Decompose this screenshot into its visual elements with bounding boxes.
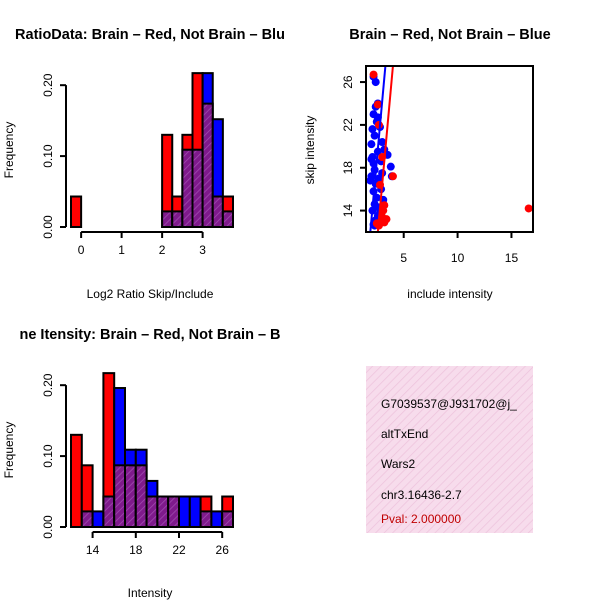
y-tick-label: 0.00 [41,515,55,539]
scatter-x-axis: 5 10 15 [400,232,518,265]
y-tick-label: 26 [341,75,355,89]
histogram-bar [91,510,105,528]
histogram-bar-overlap [156,495,170,529]
red-fit-line [376,66,394,232]
scatter-x-label: include intensity [407,287,492,301]
histogram-bar-overlap [113,464,126,528]
x-tick-label: 26 [216,543,230,557]
ratio-histogram-bars [70,72,234,229]
histogram-bar-overlap [221,210,234,228]
blue-data-point [370,131,379,140]
y-tick-label: 14 [341,204,355,218]
ratio-histogram-title: RatioData: Brain – Red, Not Brain – Blu [15,27,285,43]
info-panel: G7039537@J931702@j_ altTxEnd Wars2 chr3.… [366,366,533,533]
histogram-bar [188,495,202,529]
histogram-bar-overlap [145,495,159,529]
ratio-histogram-x-axis: 0 1 2 3 [78,231,206,257]
x-tick-label: 15 [505,251,519,265]
intensity-histogram: ne Itensity: Brain – Red, Not Brain – B … [2,327,281,600]
y-tick-label: 18 [341,161,355,175]
intensity-histogram-x-label: Intensity [128,586,173,600]
intensity-histogram-bars [70,372,234,529]
intensity-histogram-x-axis: 14 18 22 26 [86,531,230,557]
histogram-bar-overlap [80,510,94,528]
x-tick-label: 18 [129,543,143,557]
histogram-bar-overlap [201,102,214,228]
x-tick-label: 0 [78,243,85,257]
red-data-point [388,172,397,181]
histogram-bar-overlap [171,210,184,228]
histogram-bar-overlap [181,148,194,228]
blue-data-point [386,162,395,171]
y-tick-label: 0.10 [41,444,55,468]
blue-data-point [372,193,381,202]
info-gene-name: Wars2 [381,457,416,471]
histogram-bar-overlap [191,148,204,228]
blue-data-point [367,155,376,164]
y-tick-label: 22 [341,118,355,132]
intensity-scatter: Brain – Red, Not Brain – Blue 5 10 15 14 18… [303,27,551,301]
blue-data-point [367,140,376,149]
x-tick-label: 3 [199,243,206,257]
x-tick-label: 22 [172,543,186,557]
blue-data-point [368,125,377,134]
info-event-type: altTxEnd [381,427,428,441]
y-tick-label: 0.20 [41,73,55,97]
intensity-histogram-title: ne Itensity: Brain – Red, Not Brain – B [19,327,280,343]
y-tick-label: 0.10 [41,144,55,168]
blue-data-point [371,78,380,87]
x-tick-label: 14 [86,543,100,557]
histogram-bar-overlap [211,195,224,229]
scatter-y-label: skip intensity [303,116,317,185]
red-data-point [373,100,382,109]
blue-data-point [366,176,375,185]
y-tick-label: 0.00 [41,215,55,239]
intensity-histogram-y-axis: 0.00 0.10 0.20 [41,373,67,539]
histogram-bar [178,495,191,529]
red-data-point [369,70,378,79]
histogram-bar-overlap [161,210,174,228]
histogram-bar [70,433,83,528]
histogram-bar-overlap [124,464,137,528]
intensity-histogram-y-label: Frequency [2,422,16,479]
info-location: chr3.16436-2.7 [381,488,462,502]
x-tick-label: 2 [159,243,166,257]
histogram-bar-overlap [221,510,234,528]
info-panel-background [366,366,533,533]
blue-fit-line [369,66,387,232]
red-data-point [382,215,391,224]
histogram-bar-overlap [102,495,116,529]
scatter-plot-frame [365,65,534,233]
ratio-histogram-y-axis: 0.00 0.10 0.20 [41,73,67,239]
scatter-fit-lines [369,66,394,232]
red-data-point [379,206,388,215]
red-data-point [524,204,533,213]
histogram-bar-overlap [199,510,213,528]
y-tick-label: 0.20 [41,373,55,397]
histogram-bar [210,510,224,528]
x-tick-label: 5 [400,251,407,265]
histogram-bar-overlap [134,464,148,528]
scatter-y-axis: 14 18 22 26 [341,75,366,217]
histogram-bar [70,195,83,229]
intensity-scatter-title: Brain – Red, Not Brain – Blue [349,27,550,43]
histogram-bar-overlap [167,495,180,529]
x-tick-label: 10 [451,251,465,265]
ratio-histogram-y-label: Frequency [2,122,16,179]
info-pvalue: Pval: 2.000000 [381,512,461,526]
ratio-histogram: RatioData: Brain – Red, Not Brain – Blu … [2,27,285,301]
blue-data-point [378,138,387,147]
x-tick-label: 1 [118,243,125,257]
info-event-id: G7039537@J931702@j_ [381,397,517,411]
ratio-histogram-x-label: Log2 Ratio Skip/Include [87,287,214,301]
